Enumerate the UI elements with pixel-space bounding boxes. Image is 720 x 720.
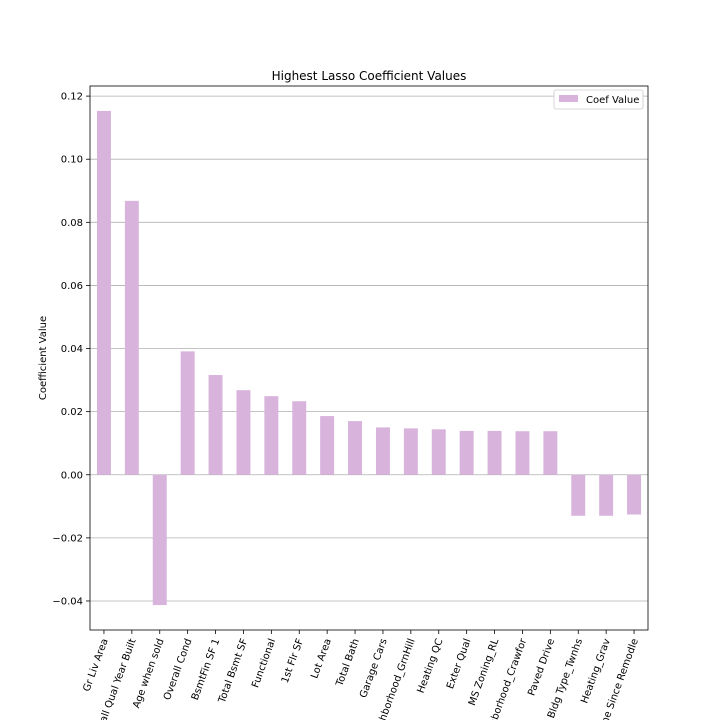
bar xyxy=(264,396,279,475)
x-tick-label: Age when sold xyxy=(131,637,166,710)
bar xyxy=(236,390,251,475)
x-tick-label: Overall Cond xyxy=(162,637,194,702)
y-ticks: 0.12 0.10 0.08 0.06 0.04 0.02 0.00 −0.02 −0.04 xyxy=(52,92,90,607)
bar xyxy=(571,474,586,516)
chart-title: Highest Lasso Coefficient Values xyxy=(272,69,467,83)
y-tick-label: 0.04 xyxy=(61,344,83,355)
bar xyxy=(515,431,530,475)
y-axis-label: Coefficient Value xyxy=(38,316,49,400)
x-tick-label: Functional xyxy=(250,637,278,689)
y-tick-label: 0.00 xyxy=(61,470,83,481)
bar xyxy=(543,431,558,475)
x-tick-label: Lot Area xyxy=(309,637,334,680)
bar xyxy=(208,375,223,475)
y-tick-label: −0.04 xyxy=(52,596,83,607)
y-tick-label: 0.06 xyxy=(61,281,83,292)
x-tick-label: Total Bath xyxy=(334,637,362,688)
x-tick-label: Heating_Grav xyxy=(579,637,613,705)
bar xyxy=(487,430,502,475)
x-tick-label: BsmtFin SF 1 xyxy=(190,637,222,702)
bar xyxy=(375,427,390,475)
bar xyxy=(431,429,446,475)
x-tick-label: Paved Drive xyxy=(526,637,557,697)
x-tick-label: Gr Liv Area xyxy=(81,637,110,693)
bar xyxy=(403,428,418,475)
x-tick-label: 1st Flr SF xyxy=(280,637,306,685)
bar xyxy=(96,110,111,475)
bar xyxy=(292,401,307,475)
x-tick-label: Exter Qual xyxy=(445,637,473,690)
legend-label: Coef Value xyxy=(586,95,639,106)
x-tick-label: Garage Cars xyxy=(358,637,390,699)
bar xyxy=(348,421,363,475)
y-tick-label: −0.02 xyxy=(52,533,83,544)
bar xyxy=(320,416,335,475)
legend-swatch xyxy=(559,95,578,102)
y-tick-label: 0.10 xyxy=(61,155,83,166)
y-tick-label: 0.12 xyxy=(61,92,83,103)
legend: Coef Value xyxy=(553,89,644,110)
gridlines xyxy=(90,95,648,602)
bar xyxy=(459,430,474,475)
plot-frame xyxy=(89,85,649,631)
y-tick-label: 0.02 xyxy=(61,407,83,418)
legend-box xyxy=(553,89,644,110)
bars xyxy=(96,110,642,606)
x-tick-label: Total Bsmt SF xyxy=(216,637,250,705)
bar xyxy=(599,474,614,516)
y-tick-label: 0.08 xyxy=(61,218,83,229)
bar xyxy=(180,351,195,475)
bar xyxy=(152,474,167,606)
x-tick-label: Heating QC xyxy=(416,637,446,695)
bar xyxy=(627,474,642,515)
bar xyxy=(124,200,139,475)
